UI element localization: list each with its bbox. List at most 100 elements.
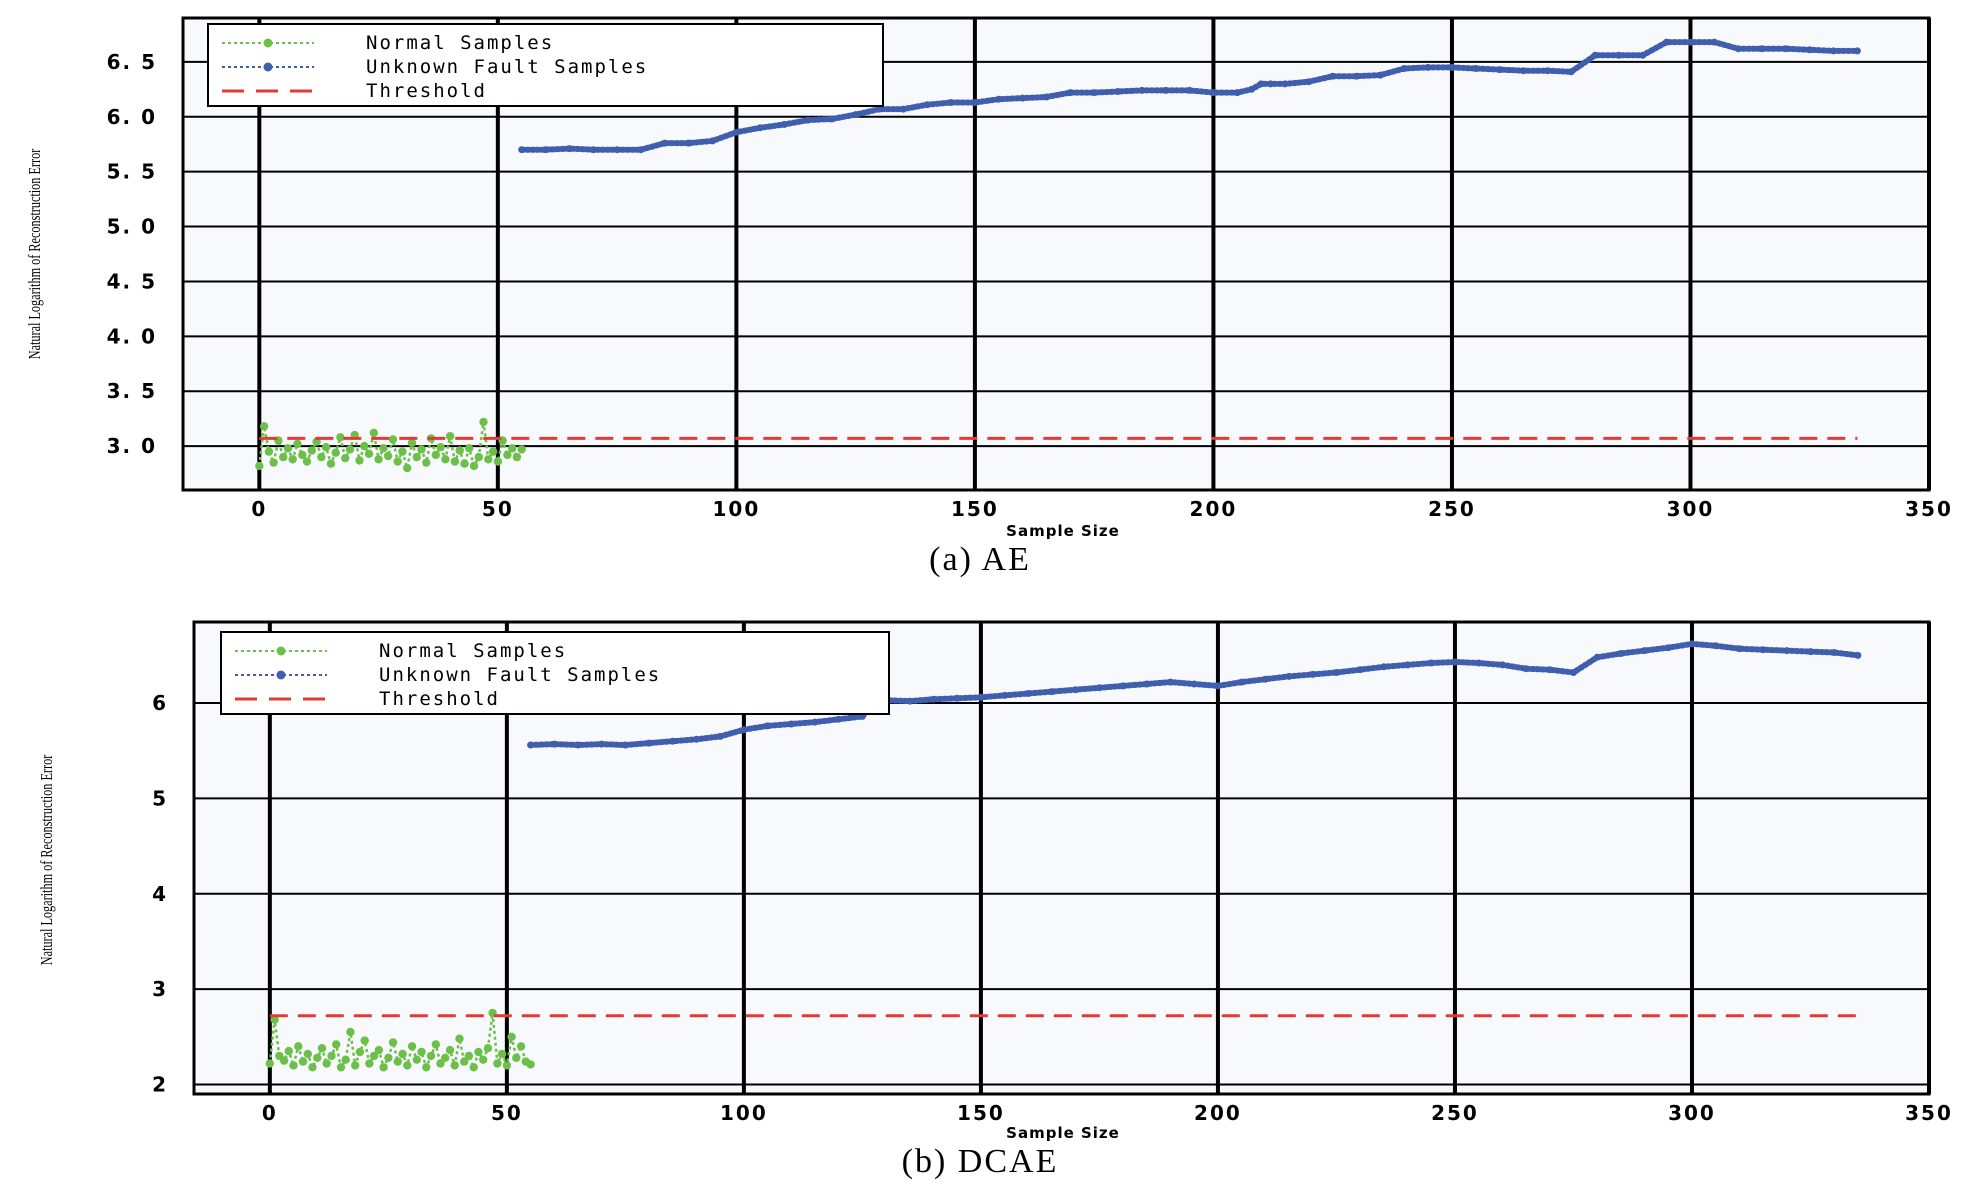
fault-point bbox=[598, 740, 606, 748]
x-tick-label: 150 bbox=[951, 497, 999, 521]
legend-label: Normal Samples bbox=[366, 32, 554, 54]
y-tick-label: 6. 0 bbox=[107, 105, 157, 129]
normal-point bbox=[255, 461, 264, 471]
fault-point bbox=[685, 139, 693, 147]
normal-point bbox=[383, 451, 393, 461]
fault-point bbox=[1427, 659, 1435, 667]
fault-point bbox=[565, 145, 573, 153]
x-tick-label: 250 bbox=[1431, 1101, 1479, 1125]
fault-point bbox=[669, 737, 677, 745]
normal-point bbox=[460, 459, 469, 468]
normal-point bbox=[469, 461, 479, 471]
fault-point bbox=[1712, 642, 1720, 650]
normal-point bbox=[403, 1061, 412, 1070]
normal-point bbox=[479, 1055, 488, 1064]
fault-point bbox=[1066, 89, 1074, 97]
fault-point bbox=[804, 116, 812, 124]
fault-point bbox=[780, 121, 788, 128]
legend-label: Normal Samples bbox=[379, 640, 567, 662]
normal-point bbox=[460, 1057, 469, 1066]
fault-point bbox=[906, 697, 914, 705]
fault-point bbox=[1496, 66, 1504, 74]
normal-point bbox=[308, 1063, 317, 1072]
fault-point bbox=[977, 693, 985, 701]
fault-point bbox=[1475, 659, 1483, 667]
normal-point bbox=[317, 452, 326, 462]
normal-point bbox=[283, 444, 293, 453]
normal-point bbox=[422, 458, 431, 467]
normal-point bbox=[493, 457, 503, 466]
fault-point bbox=[550, 740, 558, 748]
fault-point bbox=[1498, 661, 1506, 669]
fault-point bbox=[589, 146, 597, 154]
normal-point bbox=[288, 455, 297, 464]
normal-point bbox=[412, 452, 421, 462]
x-tick-label: 0 bbox=[262, 1101, 278, 1125]
fault-point bbox=[1806, 46, 1814, 54]
y-tick-label: 5. 5 bbox=[107, 160, 157, 184]
normal-point bbox=[379, 1063, 388, 1072]
x-tick-label: 350 bbox=[1905, 497, 1953, 521]
normal-point bbox=[379, 444, 388, 453]
legend-box bbox=[207, 23, 884, 107]
fault-point bbox=[1095, 684, 1103, 692]
fault-point bbox=[756, 124, 764, 132]
x-tick-label: 100 bbox=[713, 497, 761, 521]
y-tick-label: 6 bbox=[152, 691, 168, 715]
normal-point bbox=[393, 457, 402, 466]
fault-point bbox=[1214, 682, 1222, 690]
fault-point bbox=[947, 99, 955, 106]
fault-point bbox=[1238, 678, 1246, 686]
normal-point bbox=[508, 444, 517, 453]
normal-point bbox=[345, 445, 355, 454]
fault-point bbox=[1248, 85, 1256, 93]
normal-point bbox=[469, 1063, 478, 1072]
legend-swatch-marker bbox=[276, 670, 286, 680]
normal-point bbox=[431, 450, 440, 460]
fault-point bbox=[1543, 67, 1551, 75]
fault-point bbox=[1380, 663, 1388, 671]
normal-point bbox=[269, 458, 278, 467]
normal-point bbox=[497, 1049, 507, 1059]
fault-point bbox=[1451, 658, 1459, 666]
legend-label: Threshold bbox=[366, 80, 487, 102]
normal-point bbox=[355, 1047, 365, 1057]
y-tick-labels: 3. 0 3. 5 4. 0 4. 5 5. 0 5. 5 6. 0 6. 5 bbox=[107, 50, 157, 458]
fault-point bbox=[1024, 690, 1032, 697]
normal-point bbox=[259, 422, 269, 431]
chart-ae: 0 50 100 150 200 250 300 350 3. 0 3. 5 4. 0 4. 5 5.… bbox=[26, 16, 1953, 578]
fault-point bbox=[1520, 67, 1527, 75]
normal-point bbox=[302, 457, 312, 466]
fault-point bbox=[1257, 80, 1265, 88]
fault-point bbox=[1641, 647, 1649, 655]
normal-point bbox=[317, 1044, 327, 1053]
fault-point bbox=[1281, 80, 1289, 88]
series-layer bbox=[265, 640, 1862, 1072]
x-tick-label: 250 bbox=[1428, 497, 1476, 521]
normal-point bbox=[526, 1060, 535, 1069]
normal-point bbox=[279, 1056, 289, 1065]
normal-point bbox=[351, 1061, 360, 1070]
normal-point bbox=[493, 1059, 502, 1068]
x-tick-label: 150 bbox=[957, 1101, 1005, 1125]
fault-point bbox=[527, 741, 535, 749]
fault-point bbox=[1209, 89, 1217, 97]
y-tick-label: 4 bbox=[152, 882, 168, 906]
fault-point bbox=[1664, 644, 1672, 652]
fault-point bbox=[1783, 647, 1791, 655]
normal-point bbox=[464, 1051, 474, 1061]
fault-point bbox=[1329, 72, 1337, 80]
fault-point bbox=[1114, 88, 1122, 95]
normal-point bbox=[465, 444, 474, 453]
fault-point bbox=[1143, 680, 1151, 688]
normal-point bbox=[279, 452, 288, 462]
normal-point bbox=[284, 1046, 293, 1056]
normal-point bbox=[431, 1040, 440, 1049]
fault-point bbox=[1687, 38, 1694, 46]
fault-point bbox=[787, 720, 795, 728]
fault-point bbox=[1043, 93, 1050, 101]
fault-point bbox=[899, 105, 907, 113]
